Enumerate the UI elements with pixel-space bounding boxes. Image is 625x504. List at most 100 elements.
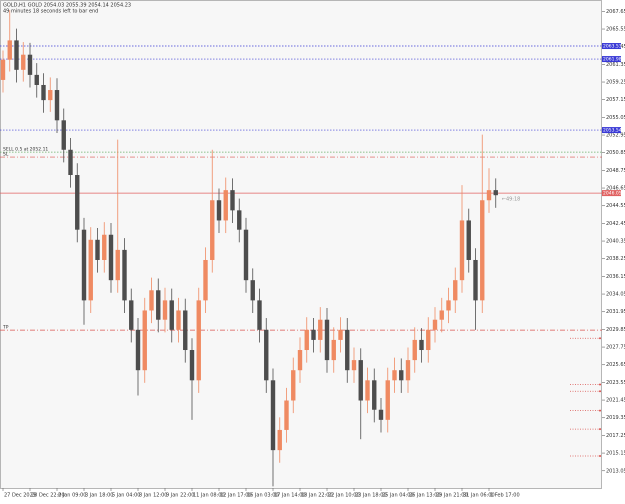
candle-body [75,175,80,230]
candle-body [264,329,269,381]
candle-body [81,229,87,301]
candle-body [41,84,46,101]
candle-body [473,259,478,301]
y-tick-label: 2046.65 [606,186,625,192]
candle-body [7,40,12,60]
candle-body [291,370,296,401]
y-tick-label: 2044.55 [606,203,625,209]
y-tick-label: 2021.45 [606,398,625,404]
y-tick-label: 2015.15 [606,451,625,457]
x-tick-label: 12 Jan 17:00 [220,493,252,499]
y-tick-label: 2057.15 [606,97,625,103]
y-tick-label: 2065.55 [606,27,625,33]
candle-body [115,249,120,281]
candle-body [358,360,363,401]
level-label: SELL 0.5 at 2052.11 [3,147,48,153]
plot-area [0,0,602,489]
candle-body [189,350,195,381]
x-tick-label: 9 Jan 22:00 [166,493,194,499]
candle-body [68,149,73,176]
pending-dot [599,390,601,393]
candle-body [129,300,134,330]
y-tick-label: 2059.25 [606,80,625,86]
candle-body [88,239,93,301]
y-tick-label: 2042.45 [606,221,625,227]
pending-dot [599,383,601,386]
x-tick-label: 16 Jan 03:00 [247,493,279,499]
candle-body [162,300,168,320]
candle-body [453,280,458,301]
candle-body [142,310,147,371]
candle-body [196,300,201,381]
candle-body [21,54,26,70]
candle-body [210,200,215,260]
y-tick-label: 2027.75 [606,345,625,351]
price-box-label: 2046.05 [603,191,622,197]
price-box-label: 2063.53 [603,44,622,50]
candle-body [108,234,114,281]
candle-body [27,54,33,75]
y-tick-label: 2031.95 [606,309,625,315]
x-tick-label: 31 Jan 06:00 [463,493,495,499]
candle-body [446,300,451,311]
candle-body [223,190,228,221]
pending-dot [599,337,601,340]
candle-body [61,120,66,150]
x-tick-label: 11 Jan 08:00 [193,493,225,499]
candle-body [480,200,485,301]
candle-body [399,370,404,381]
candle-body [284,400,289,430]
price-box-label: 2053.54 [603,128,622,134]
candle-body [34,74,39,85]
candle-body [237,210,242,230]
candle-body [392,370,397,381]
candle-body [372,380,377,410]
candle-body [277,429,282,451]
candle-body [338,329,343,340]
x-tick-label: 5 Jan 04:00 [112,493,140,499]
candle-body [203,259,208,301]
candle-body [156,290,161,320]
chart-title: GOLD,H1 GOLD 2054.03 2055.39 2054.14 205… [3,3,131,9]
candle-body [345,329,350,371]
candle-body [257,300,262,330]
y-tick-label: 2055.05 [606,115,625,121]
level-label: TP [2,325,9,331]
x-tick-label: 28 Dec 22:00 [31,493,65,499]
candle-body [149,290,154,311]
price-box [602,43,621,50]
candle-body [230,190,235,211]
y-tick-label: 2013.05 [606,468,625,474]
candle-body [297,350,303,371]
candle-body [493,190,498,196]
y-tick-label: 2036.15 [606,274,625,280]
y-tick-label: 2025.65 [606,362,625,368]
x-tick-label: 1 Feb 17:00 [490,493,520,499]
pending-dot [599,428,601,431]
candle-body [169,300,174,330]
candle-body [135,329,141,371]
y-tick-label: 2040.35 [606,239,625,245]
y-tick-label: 2050.85 [606,150,625,156]
x-tick-label: 18 Jan 22:00 [301,493,333,499]
candle-body [331,339,336,361]
x-tick-label: 26 Jan 13:00 [409,493,441,499]
candle-body [439,310,444,320]
price-box [602,127,621,134]
pending-dot [599,409,601,412]
y-tick-label: 2048.75 [606,168,625,174]
chart-subtitle: 49 minutes 18 seconds left to bar end [3,9,98,15]
candle-body [54,90,60,121]
candle-body [95,239,100,260]
candle-body [466,220,471,260]
candle-body [318,319,323,340]
price-box [602,56,621,63]
candle-body [216,200,222,221]
x-tick-label: 3 Jan 18:00 [85,493,113,499]
x-tick-label: 25 Jan 04:00 [382,493,414,499]
candle-body [412,339,417,361]
y-tick-label: 2023.55 [606,380,625,386]
x-tick-label: 8 Jan 12:00 [139,493,167,499]
bar-timer: ←49:18 [502,197,521,203]
